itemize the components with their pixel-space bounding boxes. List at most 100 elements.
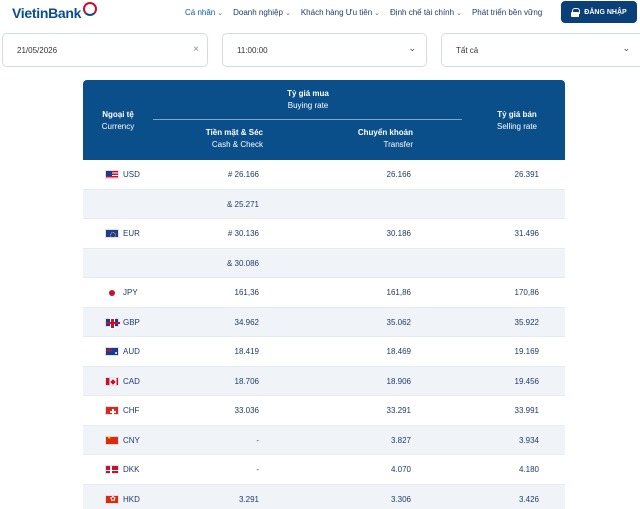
table-row: USD # 26.166 26.166 26.391 (83, 160, 565, 190)
eu-flag-icon (105, 229, 119, 238)
nav-label: Doanh nghiệp (233, 8, 283, 17)
sell-rate: 19.169 (514, 347, 539, 356)
japan-flag-icon (105, 288, 119, 297)
header-currency: Ngoại tệ Currency (83, 109, 153, 133)
table-row: EUR # 30.136 30.186 31.496 (83, 219, 565, 249)
cash-rate: # 30.136 (227, 229, 259, 238)
currency-code: CHF (123, 406, 140, 415)
nav-item-khach-hang-uu-tien[interactable]: Khách hàng Ưu tiên ⌄ (301, 8, 380, 17)
header-cash-en: Cash & Check (211, 140, 263, 149)
table-row: HKD 3.291 3.306 3.426 (83, 484, 565, 509)
denmark-flag-icon (105, 465, 120, 475)
cash-rate: 33.036 (234, 406, 259, 415)
cash-rate: - (256, 465, 259, 474)
transfer-rate: 26.166 (386, 170, 411, 179)
nav-label: Định chế tài chính (390, 8, 455, 17)
chevron-down-icon: ⌄ (622, 43, 630, 53)
chevron-down-icon: ⌄ (408, 43, 416, 53)
cash-rate: & 25.271 (226, 199, 259, 209)
header-selling-en: Selling rate (496, 122, 538, 131)
header-divider (153, 119, 462, 120)
date-picker-input[interactable]: 21/05/2026 × (2, 33, 208, 67)
table-row: & 25.271 (83, 189, 565, 219)
lock-icon (571, 7, 581, 17)
cash-rate: 18.706 (234, 376, 259, 386)
transfer-rate: 4.070 (390, 465, 411, 474)
type-select[interactable]: Tất cả ⌄ (441, 33, 640, 67)
header-currency-vi: Ngoại tệ (102, 110, 134, 119)
cash-rate: 18.419 (234, 347, 259, 356)
chevron-down-icon: ⌄ (217, 9, 224, 17)
login-label: ĐĂNG NHẬP (584, 8, 627, 16)
cash-rate: - (256, 435, 259, 445)
header-cash-vi: Tiền mặt & Séc (205, 128, 263, 137)
header-buying-vi: Tỷ giá mua (287, 89, 329, 98)
header-transfer-vi: Chuyển khoản (357, 128, 413, 137)
time-select[interactable]: 11:00:00 ⌄ (222, 33, 427, 67)
cash-rate: # 26.166 (227, 170, 259, 179)
hong-kong-flag-icon (105, 494, 119, 504)
sell-rate: 33.991 (514, 406, 539, 415)
nav-label: Khách hàng Ưu tiên (300, 8, 373, 17)
chevron-down-icon: ⌄ (374, 9, 381, 17)
currency-code: USD (123, 170, 140, 179)
usa-flag-icon (105, 170, 119, 179)
vietinbank-logo[interactable]: VietinBank (12, 2, 98, 21)
main-nav: Cá nhân ⌄ Doanh nghiệp ⌄ Khách hàng Ưu t… (185, 8, 542, 17)
table-row: GBP 34.962 35.062 35.922 (83, 307, 565, 337)
currency-code: DKK (123, 465, 140, 474)
nav-label: Phát triển bền vững (471, 8, 543, 17)
cash-rate: & 30.086 (226, 258, 259, 268)
sell-rate: 19.456 (514, 376, 539, 386)
currency-code: CAD (123, 376, 140, 386)
chevron-down-icon: ⌄ (284, 9, 291, 17)
table-row: & 30.086 (83, 248, 565, 278)
header-cash: Tiền mặt & Séc Cash & Check (183, 127, 263, 151)
table-row: AUD 18.419 18.469 19.169 (83, 337, 565, 367)
sell-rate: 3.426 (518, 494, 539, 504)
transfer-rate: 18.469 (386, 347, 411, 356)
header-buying-en: Buying rate (287, 101, 329, 110)
header-transfer: Chuyển khoản Transfer (323, 127, 413, 151)
table-row: CHF 33.036 33.291 33.991 (83, 396, 565, 426)
transfer-rate: 30.186 (386, 229, 411, 238)
table-row: DKK - 4.070 4.180 (83, 455, 565, 485)
nav-item-dinh-che-tai-chinh[interactable]: Định chế tài chính ⌄ (390, 8, 462, 17)
time-value: 11:00:00 (237, 45, 268, 55)
sell-rate: 26.391 (514, 170, 539, 179)
switzerland-flag-icon (105, 406, 119, 415)
transfer-rate: 18.906 (386, 376, 411, 386)
chevron-down-icon: ⌄ (456, 9, 462, 17)
sell-rate: 31.496 (514, 229, 539, 238)
exchange-rate-table: Ngoại tệ Currency Tỷ giá mua Buying rate… (83, 80, 565, 509)
transfer-rate: 35.062 (386, 317, 411, 327)
login-button[interactable]: ĐĂNG NHẬP (561, 1, 637, 23)
clear-icon[interactable]: × (193, 44, 199, 55)
currency-code: EUR (123, 229, 140, 238)
currency-code: HKD (123, 494, 140, 504)
nav-item-doanh-nghiep[interactable]: Doanh nghiệp ⌄ (233, 8, 291, 17)
sell-rate: 170,86 (514, 288, 539, 297)
nav-item-ca-nhan[interactable]: Cá nhân ⌄ (185, 8, 223, 17)
currency-code: AUD (123, 347, 140, 356)
canada-flag-icon (105, 376, 119, 386)
nav-item-phat-trien-ben-vung[interactable]: Phát triển bền vững (472, 8, 542, 17)
top-header: VietinBank Cá nhân ⌄ Doanh nghiệp ⌄ Khác… (0, 0, 640, 28)
header-selling: Tỷ giá bán Selling rate (465, 109, 565, 133)
currency-code: CNY (123, 435, 140, 445)
currency-code: JPY (123, 288, 138, 297)
china-flag-icon (105, 435, 119, 445)
header-transfer-en: Transfer (383, 140, 414, 149)
table-row: CNY - 3.827 3.934 (83, 425, 565, 455)
transfer-rate: 3.827 (390, 435, 411, 445)
table-header: Ngoại tệ Currency Tỷ giá mua Buying rate… (83, 80, 565, 160)
nav-label: Cá nhân (185, 8, 216, 17)
currency-code: GBP (123, 317, 140, 327)
transfer-rate: 3.306 (390, 494, 411, 504)
sell-rate: 35.922 (514, 317, 539, 327)
sell-rate: 3.934 (518, 435, 539, 445)
type-value: Tất cả (456, 45, 479, 55)
sell-rate: 4.180 (518, 465, 539, 474)
transfer-rate: 161,86 (386, 288, 411, 297)
table-row: JPY 161,36 161,86 170,86 (83, 278, 565, 308)
